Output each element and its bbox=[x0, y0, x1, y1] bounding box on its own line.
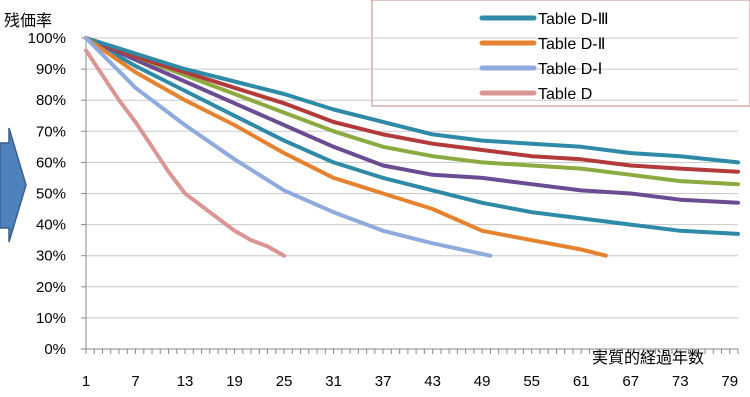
y-tick-label: 100% bbox=[28, 30, 66, 47]
y-tick-label: 50% bbox=[36, 186, 66, 203]
x-tick-label: 1 bbox=[82, 373, 90, 390]
series-line-3 bbox=[84, 36, 740, 174]
y-tick-label: 40% bbox=[36, 217, 66, 234]
x-tick-label: 55 bbox=[523, 373, 540, 390]
x-tick-label: 43 bbox=[424, 373, 441, 390]
legend: Table D-Ⅲ Table D-Ⅱ Table D-Ⅰ Table D bbox=[479, 11, 609, 103]
series-line-2 bbox=[84, 36, 740, 187]
arrow-icon bbox=[0, 127, 27, 243]
y-tick-label: 90% bbox=[36, 61, 66, 78]
series-line-1 bbox=[84, 36, 740, 205]
x-tick-label: 31 bbox=[325, 373, 342, 390]
legend-entry: Table D-Ⅰ bbox=[538, 61, 602, 78]
axes bbox=[81, 37, 739, 354]
y-axis-title: 残価率 bbox=[4, 11, 52, 30]
x-tick-labels: 1 7 13 19 25 31 37 43 49 55 61 67 73 79 bbox=[82, 373, 738, 390]
y-tick-label: 70% bbox=[36, 123, 66, 140]
series-line-4 bbox=[84, 36, 740, 165]
series-line-5 bbox=[84, 36, 608, 258]
series-line-7 bbox=[84, 48, 287, 258]
series-lines bbox=[84, 36, 740, 258]
legend-entry: Table D-Ⅲ bbox=[538, 11, 609, 28]
x-tick-label: 19 bbox=[226, 373, 243, 390]
x-tick-label: 13 bbox=[177, 373, 194, 390]
y-tick-labels: 0% 10% 20% 30% 40% 50% 60% 70% 80% 90% 100% bbox=[28, 30, 66, 358]
x-tick-label: 49 bbox=[474, 373, 491, 390]
x-tick-label: 73 bbox=[672, 373, 689, 390]
y-tick-label: 0% bbox=[44, 341, 66, 358]
x-tick-label: 67 bbox=[622, 373, 639, 390]
y-tick-label: 30% bbox=[36, 248, 66, 265]
x-axis-title: 実質的経過年数 bbox=[592, 348, 704, 367]
x-tick-label: 37 bbox=[375, 373, 392, 390]
y-tick-label: 10% bbox=[36, 310, 66, 327]
series-line-6 bbox=[84, 36, 493, 258]
y-tick-label: 80% bbox=[36, 92, 66, 109]
x-tick-label: 25 bbox=[276, 373, 293, 390]
x-tick-label: 79 bbox=[721, 373, 738, 390]
x-tick-label: 61 bbox=[573, 373, 590, 390]
y-tick-label: 60% bbox=[36, 154, 66, 171]
y-tick-label: 20% bbox=[36, 279, 66, 296]
series-line-0 bbox=[84, 36, 740, 236]
legend-box bbox=[371, 0, 750, 107]
x-tick-label: 7 bbox=[131, 373, 139, 390]
legend-entry: Table D-Ⅱ bbox=[538, 36, 605, 53]
legend-entry: Table D bbox=[538, 86, 592, 103]
